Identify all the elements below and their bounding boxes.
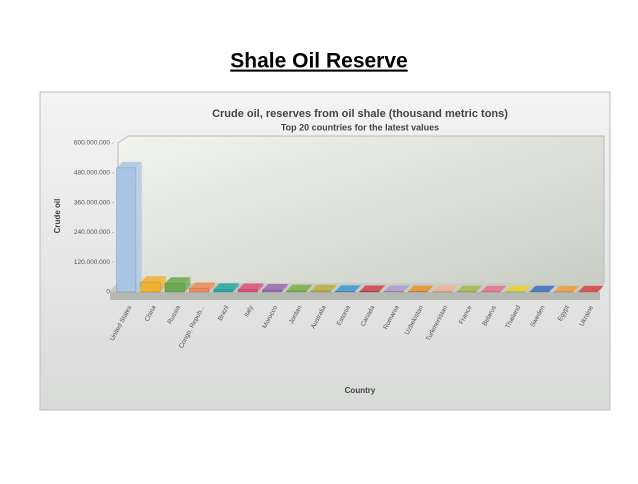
bar [141, 282, 160, 292]
y-tick-label: 120.000.000 [74, 259, 111, 266]
y-tick-label: 480.000.000 [74, 170, 111, 177]
bar [165, 283, 184, 292]
bar [262, 290, 281, 292]
y-tick-label: 240.000.000 [74, 229, 111, 236]
bar [116, 168, 135, 292]
y-tick-label: 0 [106, 289, 110, 296]
floor-front [110, 292, 600, 300]
y-axis-label: Crude oil [53, 199, 62, 234]
bar [214, 289, 233, 292]
plot-area [118, 136, 604, 290]
bar [311, 291, 330, 292]
bar [238, 290, 257, 292]
bar [287, 291, 306, 292]
y-tick-label: 360.000.000 [74, 199, 111, 206]
bar [359, 291, 378, 292]
bar [189, 289, 208, 292]
bar-side [136, 162, 142, 292]
x-axis-label: Country [345, 386, 376, 395]
y-tick-label: 600.000.000 [74, 140, 111, 147]
chart-subtitle: Top 20 countries for the latest values [281, 122, 439, 132]
chart-title: Crude oil, reserves from oil shale (thou… [212, 108, 508, 120]
bar [335, 291, 354, 292]
slide-title: Shale Oil Reserve [230, 50, 407, 73]
